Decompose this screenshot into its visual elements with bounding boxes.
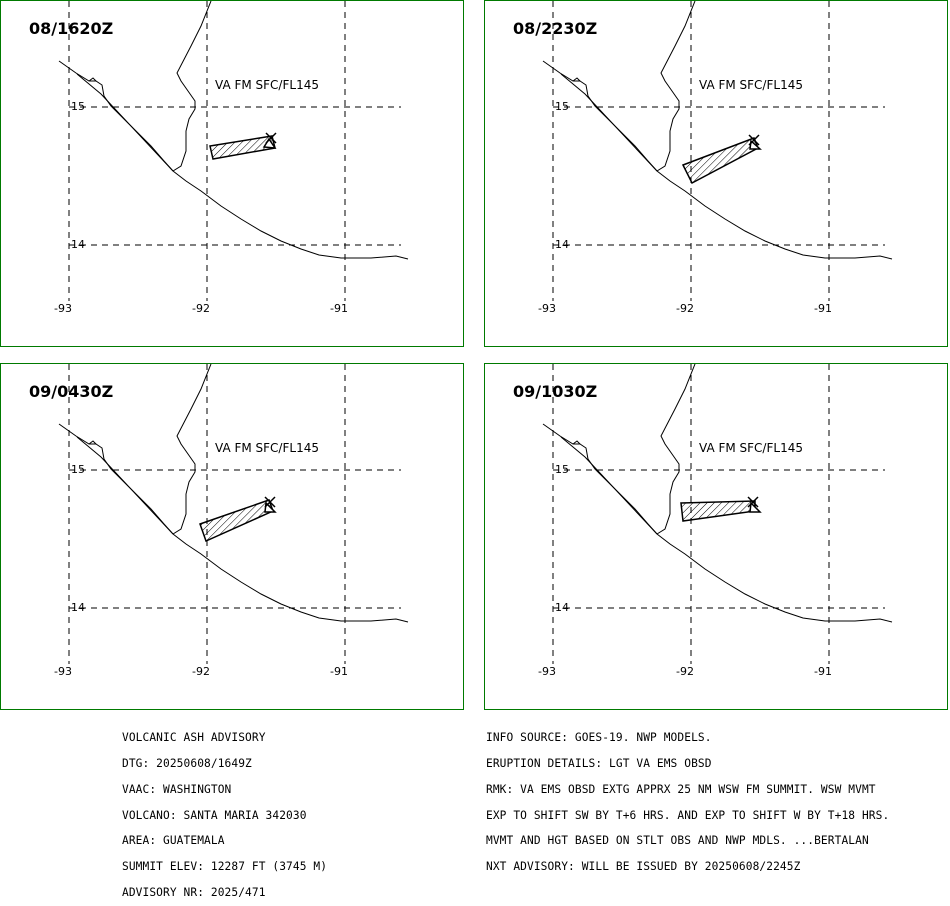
ash-cloud <box>680 496 762 522</box>
advisory-line: VOLCANO: SANTA MARIA 342030 <box>122 808 307 822</box>
advisory-line: VAAC: WASHINGTON <box>122 782 232 796</box>
lat-tick-15: 15 <box>555 463 569 476</box>
ash-level-label: VA FM SFC/FL145 <box>215 78 319 92</box>
advisory-line: MVMT AND HGT BASED ON STLT OBS AND NWP M… <box>486 834 869 848</box>
advisory-line: ADVISORY NR: 2025/471 <box>122 885 266 899</box>
panel-time: 09/0430Z <box>29 382 114 401</box>
volcano-marker-icon <box>265 132 277 144</box>
forecast-panel-3: 09/0430Z VA FM SFC/FL145 15 14 -93 -92 -… <box>0 363 464 710</box>
lat-tick-15: 15 <box>71 100 85 113</box>
ash-level-label: VA FM SFC/FL145 <box>215 441 319 455</box>
map-graphic <box>58 364 409 664</box>
lat-tick-14: 14 <box>555 601 569 614</box>
map-graphic <box>542 1 893 301</box>
lat-tick-14: 14 <box>555 238 569 251</box>
panel-time: 09/1030Z <box>513 382 598 401</box>
graticule <box>68 364 401 664</box>
ash-level-label: VA FM SFC/FL145 <box>699 78 803 92</box>
graticule <box>68 1 401 301</box>
advisory-line: DTG: 20250608/1649Z <box>122 756 252 770</box>
lon-tick-92: -92 <box>192 302 210 315</box>
lon-tick-92: -92 <box>192 665 210 678</box>
coastline <box>58 1 409 260</box>
ash-cloud <box>209 132 277 160</box>
coastline <box>542 364 893 623</box>
panel-time: 08/1620Z <box>29 19 114 38</box>
advisory-line: VOLCANIC ASH ADVISORY <box>122 731 266 745</box>
ash-level-label: VA FM SFC/FL145 <box>699 441 803 455</box>
lat-tick-14: 14 <box>71 238 85 251</box>
panel-time: 08/2230Z <box>513 19 598 38</box>
lat-tick-15: 15 <box>555 100 569 113</box>
advisory-details-right: INFO SOURCE: GOES-19. NWP MODELS. ERUPTI… <box>486 717 889 880</box>
lat-tick-15: 15 <box>71 463 85 476</box>
coastline <box>58 364 409 623</box>
lon-tick-91: -91 <box>330 302 348 315</box>
graticule <box>552 364 885 664</box>
ash-cloud <box>681 134 762 185</box>
volcano-marker-icon <box>747 496 759 508</box>
map-graphic <box>542 364 893 664</box>
lon-tick-93: -93 <box>538 302 556 315</box>
graticule <box>552 1 885 301</box>
lon-tick-93: -93 <box>54 302 72 315</box>
lon-tick-91: -91 <box>814 302 832 315</box>
forecast-panel-1: 08/1620Z VA FM SFC/FL145 15 14 -93 -92 -… <box>0 0 464 347</box>
volcano-marker-icon <box>748 134 760 146</box>
lon-tick-93: -93 <box>538 665 556 678</box>
volcano-marker-icon <box>264 496 276 508</box>
map-graphic <box>58 1 409 301</box>
forecast-panel-4: 09/1030Z VA FM SFC/FL145 15 14 -93 -92 -… <box>484 363 948 710</box>
advisory-line: INFO SOURCE: GOES-19. NWP MODELS. <box>486 731 712 745</box>
coastline <box>542 1 893 260</box>
advisory-line: RMK: VA EMS OBSD EXTG APPRX 25 NM WSW FM… <box>486 782 876 796</box>
lon-tick-92: -92 <box>676 302 694 315</box>
advisory-line: EXP TO SHIFT SW BY T+6 HRS. AND EXP TO S… <box>486 808 890 822</box>
lon-tick-93: -93 <box>54 665 72 678</box>
advisory-line: AREA: GUATEMALA <box>122 834 225 848</box>
lat-tick-14: 14 <box>71 601 85 614</box>
advisory-line: ERUPTION DETAILS: LGT VA EMS OBSD <box>486 756 712 770</box>
ash-cloud <box>199 496 277 543</box>
forecast-panel-2: 08/2230Z VA FM SFC/FL145 15 14 -93 -92 -… <box>484 0 948 347</box>
lon-tick-91: -91 <box>814 665 832 678</box>
advisory-line: SUMMIT ELEV: 12287 FT (3745 M) <box>122 860 328 874</box>
lon-tick-92: -92 <box>676 665 694 678</box>
lon-tick-91: -91 <box>330 665 348 678</box>
advisory-line: NXT ADVISORY: WILL BE ISSUED BY 20250608… <box>486 860 801 874</box>
